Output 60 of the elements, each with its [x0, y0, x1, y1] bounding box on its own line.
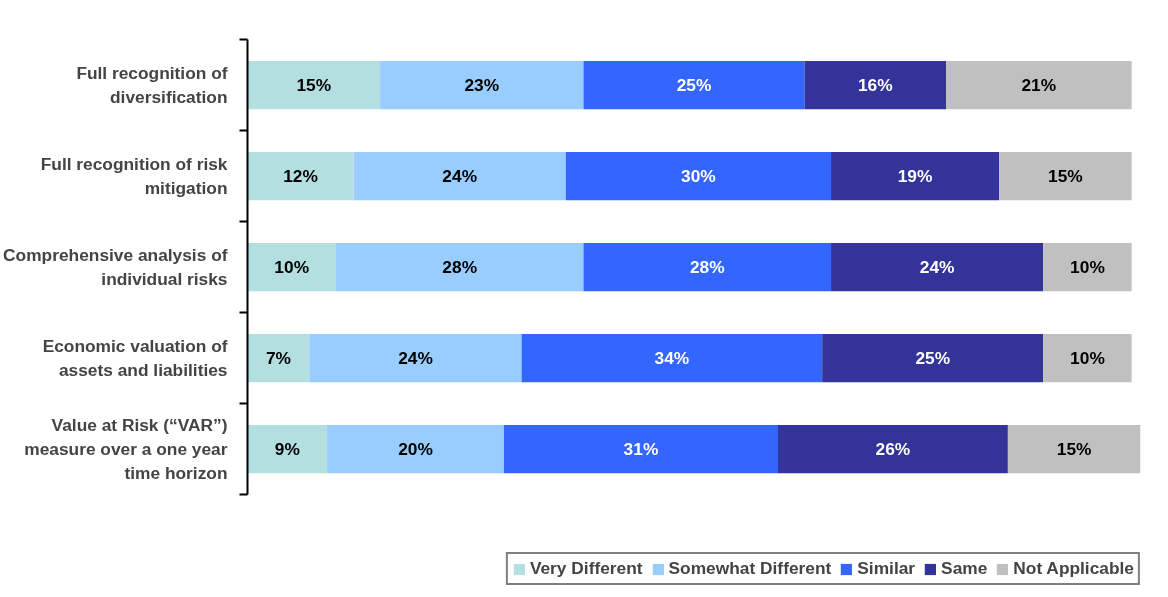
legend-label: Very Different	[529, 558, 643, 579]
bar	[831, 242, 1044, 292]
bar	[247, 242, 336, 292]
y-tick-label: Comprehensive analysis of individual risks	[3, 245, 228, 290]
bar	[247, 60, 381, 110]
bar	[335, 242, 584, 292]
data-label: 10%	[1070, 348, 1105, 369]
data-label: 16%	[857, 75, 893, 96]
data-label: 25%	[915, 348, 951, 369]
data-label: 25%	[676, 75, 712, 96]
bar	[1043, 333, 1132, 383]
bar	[945, 60, 1132, 110]
y-tick-label: Economic valuation of assets and liabilities	[42, 336, 228, 381]
bar	[1007, 424, 1141, 474]
bar	[583, 60, 805, 110]
data-label: 20%	[398, 439, 433, 460]
y-tick-label: Value at Risk (“VAR”) measure over a one year time horizon	[24, 415, 228, 484]
bar	[999, 151, 1132, 201]
data-label: 15%	[296, 75, 332, 96]
legend-label: Same	[941, 558, 988, 579]
bar	[1043, 242, 1132, 292]
bar	[247, 333, 310, 383]
data-label: 24%	[919, 257, 955, 278]
data-label: 15%	[1048, 166, 1083, 187]
bar	[503, 424, 778, 474]
bar	[831, 151, 1000, 201]
data-label: 7%	[265, 348, 291, 369]
bar	[804, 60, 946, 110]
bar	[380, 60, 584, 110]
data-label: 24%	[442, 166, 478, 187]
data-label: 10%	[274, 257, 310, 278]
y-tick-label: Full recognition of risk mitigation	[40, 154, 228, 199]
data-label: 21%	[1021, 75, 1057, 96]
bar	[353, 151, 566, 201]
data-label: 15%	[1056, 439, 1092, 460]
legend-label: Not Applicable	[1013, 558, 1134, 579]
bar	[521, 333, 823, 383]
legend-label: Somewhat Different	[668, 558, 832, 579]
data-label: 34%	[654, 348, 690, 369]
bar	[309, 333, 522, 383]
bar	[247, 424, 328, 474]
data-label: 24%	[398, 348, 433, 369]
bar	[583, 242, 832, 292]
y-tick-label: Full recognition of diversification	[76, 63, 228, 108]
data-label: 31%	[623, 439, 659, 460]
data-label: 12%	[283, 166, 318, 187]
data-label: 28%	[689, 257, 725, 278]
data-label: 19%	[897, 166, 933, 187]
data-label: 10%	[1070, 257, 1105, 278]
data-label: 30%	[681, 166, 716, 187]
bar	[565, 151, 832, 201]
legend-label: Similar	[857, 558, 916, 579]
bar	[778, 424, 1008, 474]
bar	[327, 424, 504, 474]
data-label: 9%	[274, 439, 300, 460]
bar	[822, 333, 1044, 383]
bar	[247, 151, 354, 201]
data-label: 28%	[442, 257, 478, 278]
data-label: 26%	[875, 439, 911, 460]
data-label: 23%	[464, 75, 500, 96]
